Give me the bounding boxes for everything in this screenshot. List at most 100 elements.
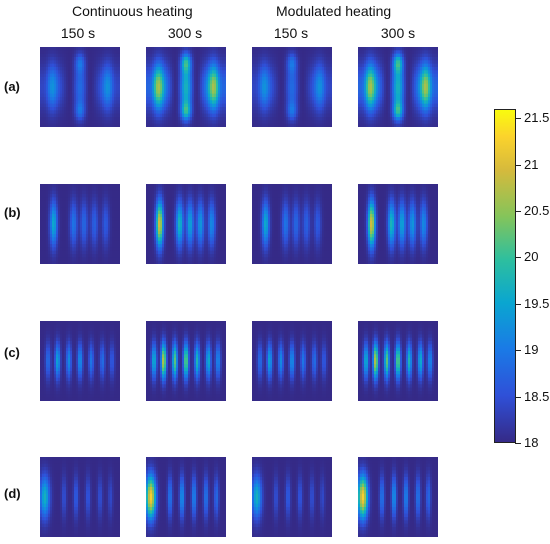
heatmap-cell: [304, 63, 307, 68]
heatmap-cell: [414, 47, 417, 51]
heatmap-cell: [104, 190, 107, 195]
heatmap-cell: [188, 67, 191, 71]
heatmap-cell: [164, 50, 167, 55]
heatmap-cell: [186, 103, 189, 108]
heatmap-cell: [90, 53, 93, 58]
heatmap-cell: [184, 47, 187, 51]
heatmap-cell: [212, 110, 215, 115]
heatmap-cell: [170, 77, 173, 81]
heatmap-cell: [218, 103, 221, 108]
heatmap-cell: [296, 97, 299, 101]
heatmap-cell: [182, 97, 185, 101]
heatmap-cell: [96, 53, 99, 58]
heatmap-cell: [256, 70, 259, 75]
heatmap-cell: [64, 204, 67, 208]
heatmap-cell: [76, 217, 79, 222]
heatmap-cell: [220, 67, 223, 71]
heatmap-cell: [80, 247, 83, 252]
heatmap-cell: [156, 87, 159, 91]
heatmap-cell: [80, 100, 83, 105]
heatmap-cell: [114, 123, 117, 127]
heatmap-cell: [210, 47, 213, 51]
heatmap-cell: [98, 73, 101, 78]
heatmap-cell: [390, 110, 393, 115]
heatmap-cell: [88, 67, 91, 71]
heatmap-cell: [158, 70, 161, 75]
heatmap-cell: [44, 93, 47, 98]
heatmap-cell: [190, 73, 193, 78]
heatmap-cell: [58, 227, 61, 232]
heatmap-cell: [182, 100, 185, 105]
heatmap-cell: [50, 63, 53, 68]
heatmap-cell: [260, 110, 263, 115]
heatmap-cell: [200, 190, 203, 195]
heatmap-cell: [428, 90, 431, 95]
heatmap-cell: [206, 73, 209, 78]
heatmap-cell: [46, 190, 49, 195]
heatmap-cell: [116, 67, 119, 71]
heatmap-cell: [258, 87, 261, 91]
heatmap-cell: [42, 210, 45, 215]
heatmap-cell: [114, 210, 117, 215]
heatmap-cell: [152, 77, 155, 81]
heatmap-cell: [58, 50, 61, 55]
heatmap-cell: [386, 60, 389, 65]
heatmap-cell: [324, 57, 327, 61]
heatmap-cell: [204, 110, 207, 115]
heatmap-cell: [98, 240, 101, 245]
heatmap-cell: [380, 60, 383, 65]
heatmap-cell: [92, 60, 95, 65]
heatmap-cell: [326, 117, 329, 121]
heatmap-cell: [178, 53, 181, 58]
heatmap-cell: [372, 77, 375, 81]
heatmap-cell: [78, 190, 81, 195]
heatmap-cell: [108, 93, 111, 98]
heatmap-cell: [78, 217, 81, 222]
heatmap-cell: [390, 60, 393, 65]
heatmap-cell: [82, 260, 85, 264]
heatmap-cell: [80, 200, 83, 205]
heatmap-cell: [112, 90, 115, 95]
heatmap-cell: [152, 194, 155, 198]
heatmap-cell: [184, 90, 187, 95]
heatmap-cell: [42, 260, 45, 264]
heatmap-cell: [106, 50, 109, 55]
heatmap-cell: [104, 77, 107, 81]
heatmap-cell: [58, 67, 61, 71]
heatmap-cell: [284, 80, 287, 85]
heatmap-cell: [98, 53, 101, 58]
heatmap-cell: [92, 87, 95, 91]
heatmap-cell: [396, 113, 399, 118]
heatmap-cell: [286, 70, 289, 75]
heatmap-cell: [66, 73, 69, 78]
heatmap-cell: [44, 117, 47, 121]
heatmap-cell: [322, 80, 325, 85]
heatmap-cell: [160, 117, 163, 121]
heatmap-cell: [40, 47, 43, 51]
heatmap-cell: [92, 83, 95, 88]
heatmap-cell: [288, 67, 291, 71]
heatmap-cell: [390, 120, 393, 125]
heatmap-cell: [362, 113, 365, 118]
heatmap-cell: [66, 70, 69, 75]
heatmap-cell: [172, 184, 175, 188]
heatmap-cell: [76, 247, 79, 252]
heatmap-cell: [190, 97, 193, 101]
heatmap-cell: [110, 70, 113, 75]
heatmap-cell: [166, 190, 169, 195]
heatmap-cell: [420, 123, 423, 127]
heatmap-cell: [216, 73, 219, 78]
heatmap-cell: [412, 70, 415, 75]
heatmap-cell: [396, 117, 399, 121]
heatmap-cell: [184, 187, 187, 192]
heatmap-cell: [322, 57, 325, 61]
heatmap-cell: [224, 47, 226, 51]
heatmap-cell: [158, 97, 161, 101]
heatmap-cell: [396, 123, 399, 127]
heatmap-cell: [380, 97, 383, 101]
heatmap-cell: [166, 70, 169, 75]
heatmap-cell: [404, 67, 407, 71]
heatmap-cell: [180, 50, 183, 55]
heatmap-cell: [68, 120, 71, 125]
heatmap-cell: [222, 123, 225, 127]
